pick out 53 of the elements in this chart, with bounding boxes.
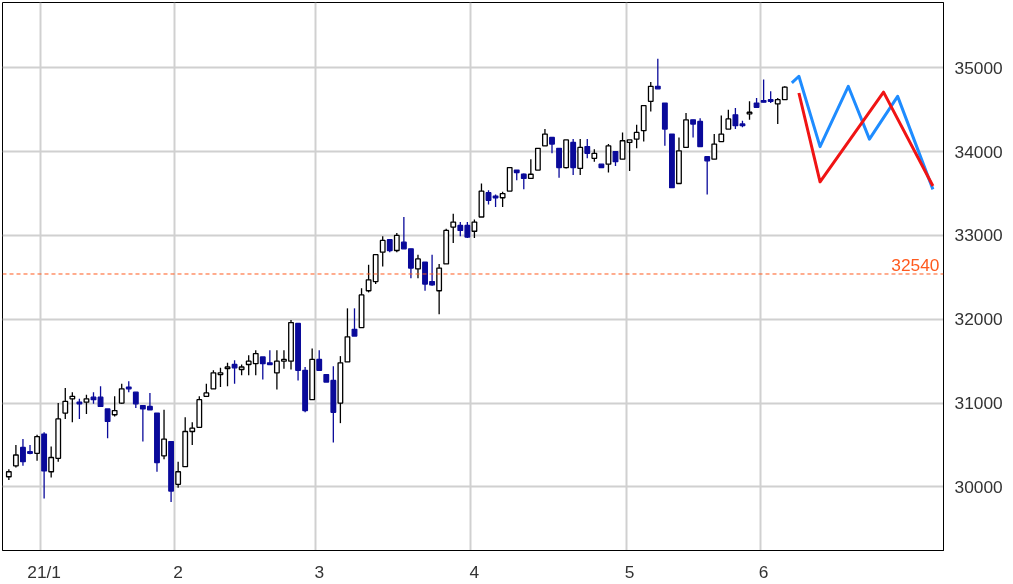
x-tick-label: 6 [758, 561, 769, 582]
y-tick-label: 31000 [954, 393, 1003, 414]
candlestick [527, 158, 534, 180]
candlestick [224, 362, 231, 387]
candlestick [217, 367, 224, 388]
candlestick [647, 81, 654, 113]
candlestick [577, 138, 584, 176]
candlestick [704, 156, 711, 196]
candlestick [34, 434, 41, 462]
candlestick [118, 383, 125, 405]
x-tick-label: 21/1 [27, 561, 61, 582]
candlestick [711, 133, 718, 160]
candlestick [104, 408, 111, 439]
candlestick [774, 97, 781, 125]
candlestick [732, 107, 739, 130]
candlestick [316, 349, 323, 371]
line-series [797, 90, 935, 188]
candlestick [556, 147, 562, 179]
candlestick [450, 213, 457, 244]
candlestick [605, 143, 612, 174]
candlestick [415, 254, 421, 279]
candlestick [76, 398, 83, 420]
candlestick [175, 461, 182, 489]
candlestick [62, 387, 69, 420]
candlestick [718, 114, 725, 143]
candlestick [584, 138, 591, 159]
y-tick-label: 30000 [954, 476, 1003, 497]
candlestick [436, 263, 443, 315]
candlestick [161, 409, 167, 460]
y-tick-label: 32000 [954, 309, 1003, 330]
candlestick [379, 235, 386, 268]
x-tick-label: 5 [624, 561, 635, 582]
candlestick [506, 166, 513, 192]
y-tick-label: 35000 [954, 57, 1003, 78]
x-tick-label: 3 [314, 561, 325, 582]
candlestick [725, 109, 732, 130]
candlestick [746, 100, 753, 121]
candlestick [393, 232, 400, 253]
ref-line-label: 32540 [891, 254, 940, 275]
candlestick [626, 139, 633, 172]
candlestick [534, 147, 541, 171]
candlestick [471, 218, 478, 239]
y-tick-label: 33000 [954, 225, 1003, 246]
line-series [790, 74, 935, 191]
candlestick [12, 444, 19, 469]
candlestick [111, 395, 118, 418]
x-tick-label: 4 [469, 561, 480, 582]
candlestick [210, 369, 217, 390]
y-tick-label: 34000 [954, 141, 1003, 162]
x-tick-label: 2 [173, 561, 183, 582]
candlestick [83, 394, 90, 415]
candlestick [633, 124, 640, 149]
candlestick [231, 359, 238, 385]
